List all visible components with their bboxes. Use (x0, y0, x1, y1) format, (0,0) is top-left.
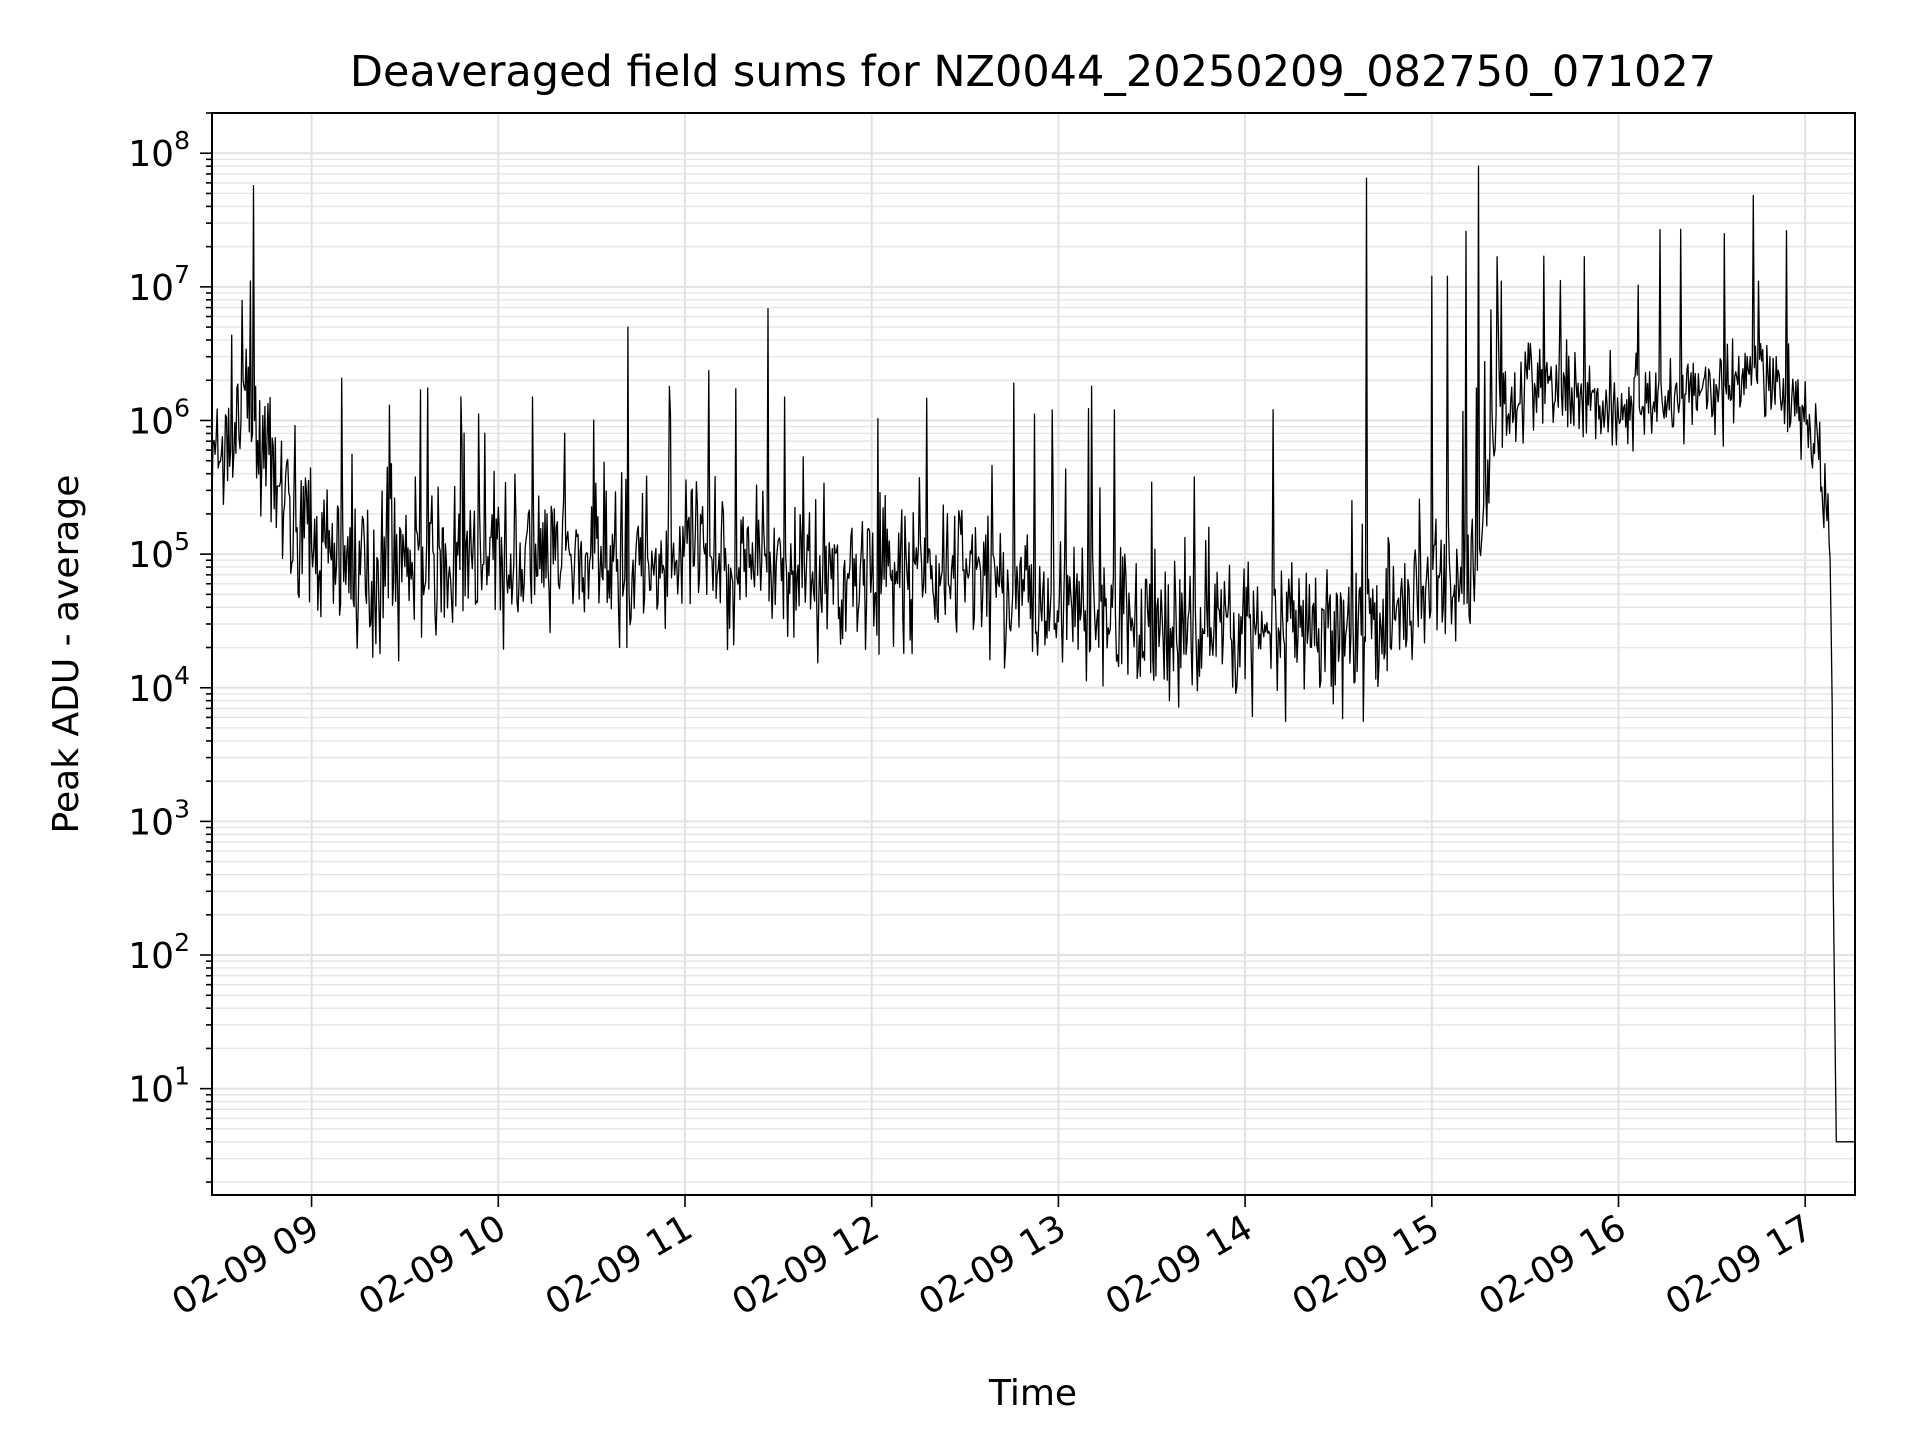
x-axis-label: Time (988, 1373, 1077, 1414)
series-line (211, 165, 1855, 1143)
y-tick-label: 105 (128, 527, 190, 576)
minor-gridlines (212, 112, 1855, 1183)
y-tick-base: 10 (128, 535, 174, 576)
y-tick-exponent: 6 (174, 393, 190, 422)
y-tick-label: 101 (128, 1062, 190, 1111)
y-tick-exponent: 2 (174, 928, 190, 957)
y-tick-base: 10 (128, 268, 174, 309)
y-tick-label: 107 (128, 260, 190, 309)
y-axis-label: Peak ADU - average (46, 475, 87, 834)
y-tick-label: 108 (128, 126, 190, 175)
y-tick-exponent: 5 (174, 527, 190, 556)
y-tick-base: 10 (128, 669, 174, 710)
y-tick-base: 10 (128, 1070, 174, 1111)
y-tick-label: 103 (128, 794, 190, 843)
plot-frame (211, 112, 1856, 1196)
y-tick-label: 106 (128, 393, 190, 442)
y-tick-exponent: 8 (174, 126, 190, 155)
y-tick-base: 10 (128, 936, 174, 977)
y-tick-base: 10 (128, 802, 174, 843)
y-tick-base: 10 (128, 401, 174, 442)
y-tick-exponent: 1 (174, 1062, 190, 1091)
y-tick-exponent: 3 (174, 794, 190, 823)
y-tick-base: 10 (128, 134, 174, 175)
y-tick-exponent: 4 (174, 661, 190, 690)
series-layer (211, 165, 1855, 1143)
y-tick-label: 102 (128, 928, 190, 977)
y-tick-exponent: 7 (174, 260, 190, 289)
y-tick-label: 104 (128, 661, 190, 710)
chart-title: Deaveraged field sums for NZ0044_2025020… (350, 47, 1716, 97)
